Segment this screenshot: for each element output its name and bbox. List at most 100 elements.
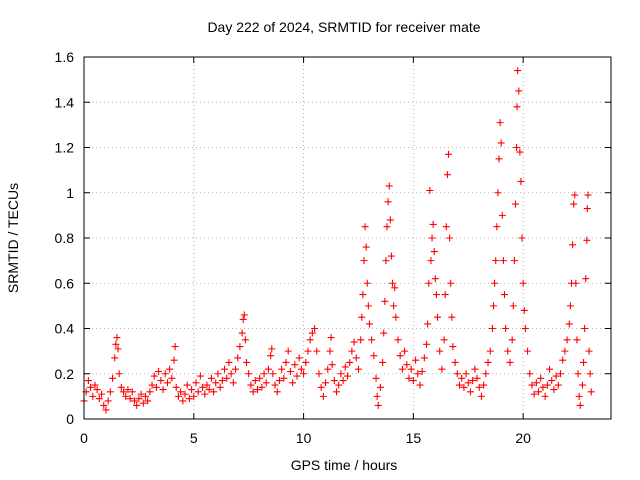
data-point bbox=[291, 361, 299, 369]
data-point bbox=[559, 356, 567, 364]
data-point bbox=[451, 358, 459, 366]
data-point bbox=[275, 377, 283, 385]
data-point bbox=[339, 377, 347, 385]
data-point bbox=[337, 370, 345, 378]
data-point bbox=[506, 358, 514, 366]
chart-title: Day 222 of 2024, SRMTID for receiver mat… bbox=[207, 19, 480, 35]
data-point bbox=[493, 223, 501, 231]
data-point bbox=[407, 365, 415, 373]
data-point bbox=[426, 186, 434, 194]
data-point bbox=[102, 406, 110, 414]
data-point bbox=[117, 383, 125, 391]
data-point bbox=[210, 388, 218, 396]
data-point bbox=[514, 67, 522, 75]
data-point bbox=[418, 367, 426, 375]
data-point bbox=[216, 383, 224, 391]
data-point bbox=[387, 252, 395, 260]
data-point bbox=[170, 356, 178, 364]
data-point bbox=[159, 386, 167, 394]
data-point bbox=[354, 365, 362, 373]
data-point bbox=[570, 200, 578, 208]
data-point bbox=[380, 329, 388, 337]
data-point bbox=[115, 370, 123, 378]
data-point bbox=[188, 386, 196, 394]
data-point bbox=[240, 311, 248, 319]
data-point bbox=[501, 291, 509, 299]
data-point bbox=[264, 365, 272, 373]
data-point bbox=[148, 381, 156, 389]
data-point bbox=[423, 340, 431, 348]
data-point bbox=[344, 372, 351, 380]
x-tick-label: 0 bbox=[80, 430, 88, 446]
data-point bbox=[453, 370, 461, 378]
data-point bbox=[434, 313, 442, 321]
data-point bbox=[278, 365, 286, 373]
data-point bbox=[223, 374, 231, 382]
data-point bbox=[473, 374, 481, 382]
data-point bbox=[98, 390, 106, 398]
data-point bbox=[181, 390, 189, 398]
x-tick-label: 20 bbox=[515, 430, 531, 446]
data-point bbox=[207, 374, 215, 382]
data-point bbox=[516, 148, 524, 156]
data-point bbox=[150, 372, 158, 380]
y-axis-label: SRMTID / TECUs bbox=[5, 183, 21, 293]
data-point bbox=[528, 381, 536, 389]
data-point bbox=[420, 354, 428, 362]
data-point bbox=[432, 291, 440, 299]
data-point bbox=[352, 354, 360, 362]
data-point bbox=[445, 150, 453, 158]
data-point bbox=[535, 388, 543, 396]
data-point bbox=[126, 395, 134, 403]
data-point bbox=[464, 379, 472, 387]
data-point bbox=[504, 347, 512, 355]
data-point bbox=[358, 313, 366, 321]
data-point bbox=[403, 361, 411, 369]
data-point bbox=[179, 397, 187, 405]
data-point bbox=[520, 306, 528, 314]
data-point bbox=[556, 370, 564, 378]
data-point bbox=[306, 336, 314, 344]
data-point bbox=[190, 392, 198, 400]
data-point bbox=[194, 388, 202, 396]
data-point bbox=[141, 392, 149, 400]
data-point bbox=[502, 325, 510, 332]
data-point bbox=[289, 379, 297, 387]
data-point bbox=[563, 336, 571, 344]
data-point bbox=[161, 370, 169, 378]
data-point bbox=[362, 243, 370, 251]
data-point bbox=[496, 119, 504, 127]
data-point bbox=[174, 392, 182, 400]
data-point bbox=[124, 386, 132, 394]
data-point bbox=[155, 367, 163, 375]
data-point bbox=[350, 338, 358, 346]
data-point bbox=[120, 388, 128, 396]
data-point bbox=[475, 383, 483, 391]
data-point bbox=[348, 347, 356, 355]
data-point bbox=[109, 374, 117, 382]
data-point bbox=[412, 356, 420, 364]
data-point bbox=[335, 381, 343, 389]
data-point bbox=[509, 302, 517, 310]
data-point bbox=[414, 370, 422, 378]
data-point bbox=[258, 383, 266, 391]
y-tick-label: 1.4 bbox=[55, 94, 75, 110]
data-point bbox=[447, 279, 455, 287]
data-point bbox=[131, 397, 139, 405]
data-point bbox=[446, 234, 454, 242]
data-point bbox=[537, 374, 545, 382]
data-point bbox=[440, 336, 448, 344]
data-point bbox=[183, 381, 191, 389]
data-point bbox=[565, 320, 573, 328]
data-point bbox=[238, 329, 246, 337]
data-point bbox=[394, 336, 402, 344]
data-point bbox=[398, 365, 406, 373]
data-point bbox=[137, 390, 145, 398]
data-point bbox=[249, 388, 257, 396]
data-point bbox=[586, 370, 594, 378]
data-point bbox=[100, 401, 108, 409]
data-point bbox=[322, 379, 330, 387]
data-point bbox=[91, 381, 99, 389]
data-point bbox=[89, 392, 97, 400]
data-point bbox=[383, 223, 391, 231]
